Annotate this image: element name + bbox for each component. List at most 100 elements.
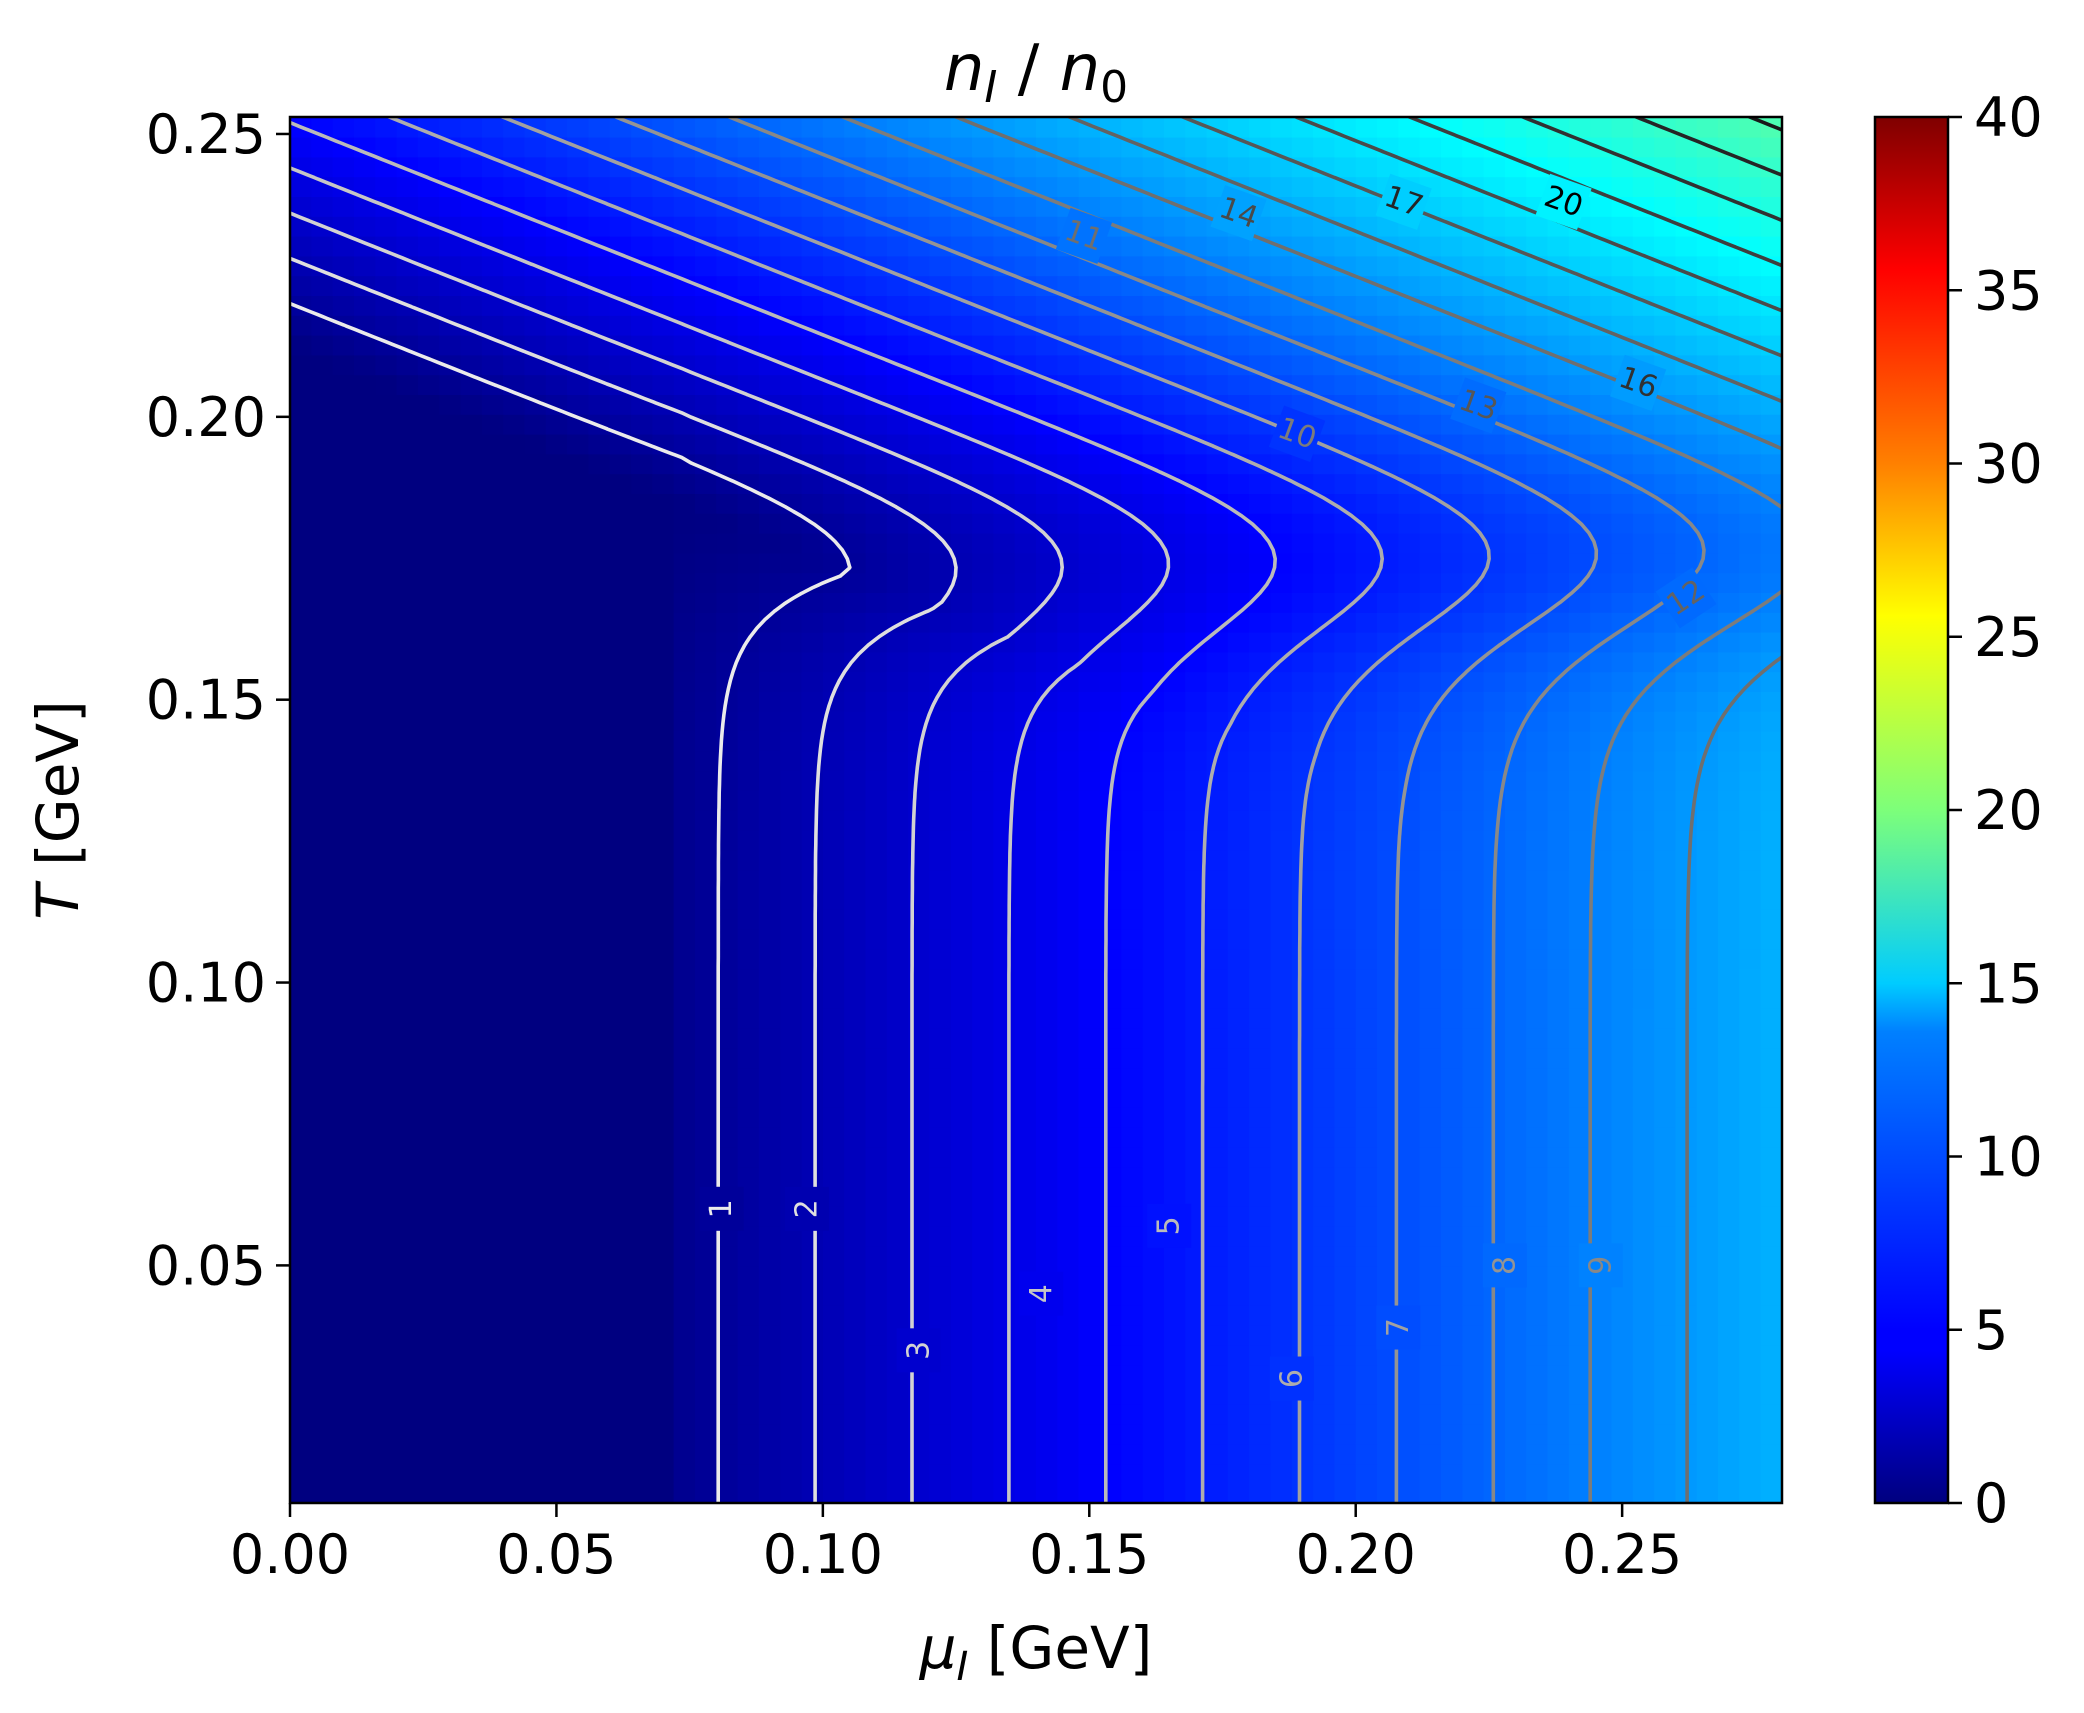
- heatmap-cell: [481, 711, 504, 732]
- heatmap-cell: [460, 354, 483, 376]
- heatmap-cell: [652, 869, 675, 890]
- heatmap-cell: [1142, 968, 1165, 989]
- heatmap-cell: [524, 552, 547, 574]
- heatmap-cell: [1440, 1423, 1464, 1445]
- heatmap-cell: [1568, 1107, 1591, 1128]
- heatmap-cell: [844, 176, 867, 197]
- heatmap-cell: [503, 671, 526, 692]
- heatmap-cell: [972, 453, 995, 475]
- heatmap-cell: [503, 1285, 526, 1306]
- heatmap-cell: [1504, 1206, 1528, 1227]
- heatmap-cell: [353, 1067, 377, 1088]
- heatmap-cell: [375, 651, 398, 673]
- heatmap-cell: [311, 493, 334, 514]
- heatmap-cell: [1099, 1146, 1123, 1168]
- heatmap-cell: [993, 869, 1016, 890]
- heatmap-cell: [1419, 948, 1442, 970]
- heatmap-cell: [1291, 948, 1314, 970]
- heatmap-cell: [631, 552, 654, 574]
- heatmap-cell: [694, 1126, 718, 1148]
- heatmap-cell: [588, 513, 611, 534]
- heatmap-cell: [1057, 592, 1080, 613]
- heatmap-cell: [844, 1265, 867, 1286]
- heatmap-cell: [503, 631, 526, 653]
- heatmap-cell: [1099, 829, 1123, 851]
- heatmap-cell: [780, 928, 803, 950]
- heatmap-cell: [417, 730, 440, 752]
- heatmap-cell: [396, 810, 419, 831]
- heatmap-cell: [1547, 671, 1570, 692]
- heatmap-cell: [972, 889, 995, 910]
- heatmap-cell: [311, 453, 334, 475]
- heatmap-cell: [1718, 829, 1741, 851]
- heatmap-cell: [588, 928, 611, 950]
- heatmap-cell: [1142, 1324, 1165, 1346]
- heatmap-cell: [673, 711, 696, 732]
- heatmap-cell: [460, 829, 483, 851]
- heatmap-cell: [737, 691, 760, 712]
- heatmap-cell: [1632, 1285, 1655, 1306]
- heatmap-cell: [801, 1443, 824, 1465]
- heatmap-cell: [972, 354, 995, 376]
- heatmap-cell: [1568, 592, 1591, 613]
- heatmap-cell: [460, 889, 483, 910]
- heatmap-cell: [1334, 1265, 1357, 1286]
- heatmap-cell: [1739, 711, 1762, 732]
- heatmap-cell: [865, 1483, 888, 1503]
- heatmap-cell: [332, 513, 355, 534]
- heatmap-cell: [1718, 493, 1741, 514]
- heatmap-cell: [1696, 1027, 1719, 1049]
- heatmap-cell: [1526, 889, 1549, 910]
- heatmap-cell: [929, 1285, 952, 1306]
- heatmap-cell: [1249, 1364, 1272, 1385]
- heatmap-cell: [1398, 453, 1421, 475]
- heatmap-cell: [929, 532, 952, 554]
- heatmap-cell: [652, 572, 675, 593]
- heatmap-cell: [375, 750, 398, 772]
- heatmap-cell: [929, 770, 952, 791]
- heatmap-cell: [1377, 1225, 1400, 1247]
- heatmap-cell: [417, 1423, 440, 1445]
- heatmap-cell: [1014, 334, 1037, 356]
- heatmap-cell: [567, 988, 590, 1009]
- heatmap-cell: [1057, 136, 1080, 158]
- heatmap-cell: [801, 117, 824, 138]
- heatmap-cell: [822, 216, 845, 237]
- heatmap-cell: [588, 552, 611, 574]
- heatmap-cell: [588, 849, 611, 871]
- heatmap-cell: [311, 394, 334, 415]
- heatmap-cell: [1718, 671, 1741, 692]
- heatmap-cell: [1334, 651, 1357, 673]
- heatmap-cell: [737, 711, 760, 732]
- heatmap-cell: [801, 1423, 824, 1445]
- y-tick-label: 0.05: [146, 1234, 266, 1297]
- heatmap-cell: [1760, 1166, 1782, 1187]
- heatmap-cell: [439, 295, 462, 316]
- heatmap-cell: [1547, 730, 1570, 752]
- heatmap-cell: [1440, 1206, 1464, 1227]
- heatmap-cell: [545, 1463, 568, 1484]
- heatmap-cell: [609, 315, 632, 336]
- heatmap-cell: [1099, 1245, 1123, 1267]
- heatmap-cell: [631, 136, 654, 158]
- heatmap-cell: [588, 1285, 611, 1306]
- heatmap-cell: [1760, 1285, 1782, 1306]
- heatmap-cell: [929, 216, 952, 237]
- heatmap-cell: [1206, 1146, 1229, 1168]
- heatmap-cell: [311, 275, 334, 296]
- heatmap-cell: [481, 117, 504, 138]
- heatmap-cell: [1099, 651, 1123, 673]
- heatmap-cell: [1291, 1067, 1314, 1088]
- heatmap-cell: [353, 1206, 377, 1227]
- heatmap-cell: [1568, 1285, 1591, 1306]
- heatmap-cell: [439, 1443, 462, 1465]
- heatmap-cell: [1121, 572, 1144, 593]
- heatmap-cell: [1419, 354, 1442, 376]
- heatmap-cell: [375, 1384, 398, 1405]
- heatmap-cell: [780, 1027, 803, 1049]
- heatmap-cell: [1142, 1186, 1165, 1207]
- heatmap-cell: [929, 651, 952, 673]
- heatmap-cell: [950, 354, 973, 376]
- heatmap-cell: [1057, 1146, 1080, 1168]
- heatmap-cell: [1462, 1027, 1485, 1049]
